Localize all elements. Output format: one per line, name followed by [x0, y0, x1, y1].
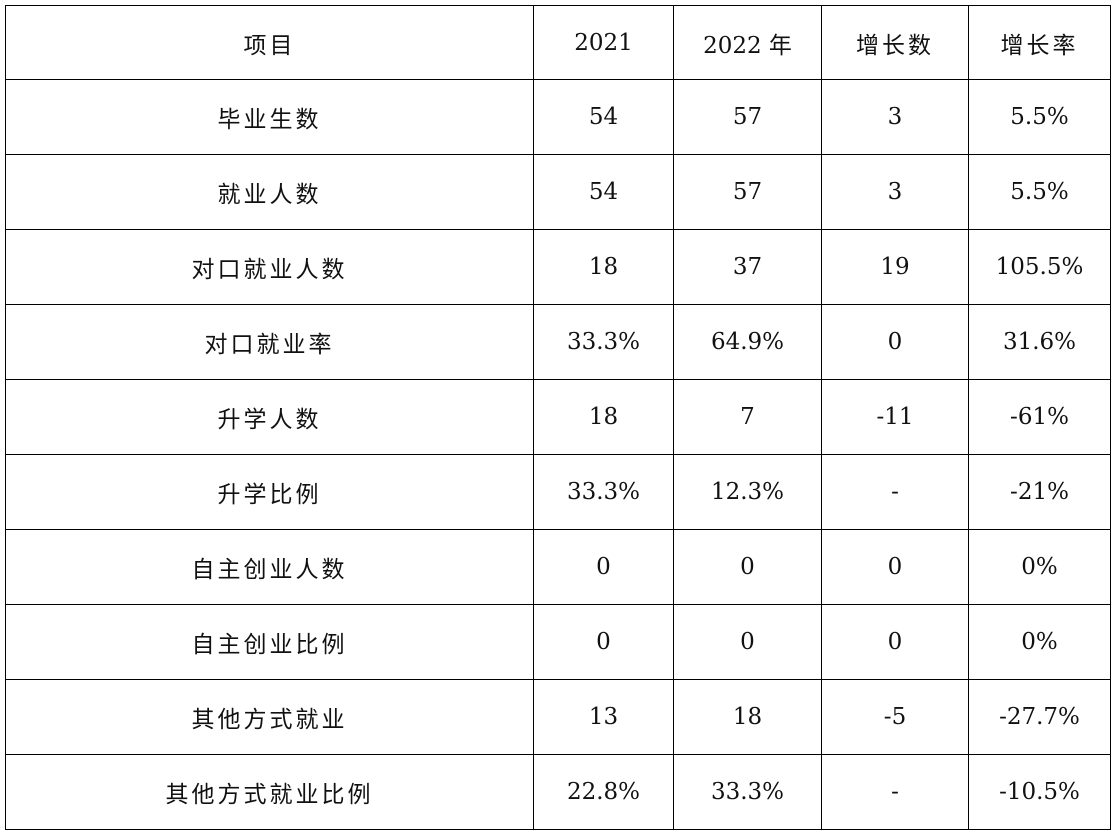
- cell-item: 对口就业率: [5, 304, 534, 380]
- cell-growth-count: 0: [821, 604, 969, 680]
- cell-growth-count: 19: [821, 229, 969, 305]
- cell-growth-count: 0: [821, 304, 969, 380]
- cell-item: 就业人数: [5, 154, 534, 230]
- cell-item: 自主创业人数: [5, 529, 534, 605]
- cell-growth-rate: -10.5%: [968, 754, 1111, 830]
- cell-value-2021: 0: [533, 604, 674, 680]
- cell-value-2022: 33.3%: [673, 754, 822, 830]
- cell-value-2021: 13: [533, 679, 674, 755]
- cell-growth-rate: -27.7%: [968, 679, 1111, 755]
- cell-value-2022: 0: [673, 604, 822, 680]
- cell-growth-count: -5: [821, 679, 969, 755]
- cell-growth-count: -: [821, 754, 969, 830]
- cell-growth-rate: -61%: [968, 379, 1111, 455]
- cell-growth-count: 0: [821, 529, 969, 605]
- table-row: 就业人数 54 57 3 5.5%: [5, 154, 1111, 230]
- cell-value-2021: 54: [533, 154, 674, 230]
- cell-growth-count: 3: [821, 79, 969, 155]
- cell-value-2022: 0: [673, 529, 822, 605]
- cell-growth-rate: 0%: [968, 529, 1111, 605]
- cell-item: 升学比例: [5, 454, 534, 530]
- cell-growth-rate: 5.5%: [968, 154, 1111, 230]
- cell-item: 其他方式就业比例: [5, 754, 534, 830]
- cell-value-2021: 54: [533, 79, 674, 155]
- table-header-row: 项目 2021 2022 年 增长数 增长率: [5, 5, 1111, 80]
- cell-growth-rate: 5.5%: [968, 79, 1111, 155]
- cell-growth-count: -11: [821, 379, 969, 455]
- cell-value-2021: 33.3%: [533, 304, 674, 380]
- cell-growth-rate: 0%: [968, 604, 1111, 680]
- cell-item: 自主创业比例: [5, 604, 534, 680]
- cell-value-2022: 57: [673, 79, 822, 155]
- cell-value-2021: 0: [533, 529, 674, 605]
- cell-growth-count: -: [821, 454, 969, 530]
- cell-value-2022: 57: [673, 154, 822, 230]
- cell-growth-rate: 105.5%: [968, 229, 1111, 305]
- cell-item: 对口就业人数: [5, 229, 534, 305]
- header-cell-growth-count: 增长数: [821, 5, 969, 80]
- cell-value-2022: 18: [673, 679, 822, 755]
- table-row: 对口就业人数 18 37 19 105.5%: [5, 229, 1111, 305]
- cell-growth-rate: 31.6%: [968, 304, 1111, 380]
- cell-value-2022: 7: [673, 379, 822, 455]
- cell-growth-rate: -21%: [968, 454, 1111, 530]
- cell-item: 其他方式就业: [5, 679, 534, 755]
- table-row: 对口就业率 33.3% 64.9% 0 31.6%: [5, 304, 1111, 380]
- cell-value-2021: 18: [533, 229, 674, 305]
- table-row: 自主创业人数 0 0 0 0%: [5, 529, 1111, 605]
- table-row: 其他方式就业比例 22.8% 33.3% - -10.5%: [5, 754, 1111, 830]
- table-row: 自主创业比例 0 0 0 0%: [5, 604, 1111, 680]
- cell-value-2022: 64.9%: [673, 304, 822, 380]
- header-cell-2021: 2021: [533, 5, 674, 80]
- cell-item: 升学人数: [5, 379, 534, 455]
- table-row: 其他方式就业 13 18 -5 -27.7%: [5, 679, 1111, 755]
- table-row: 升学人数 18 7 -11 -61%: [5, 379, 1111, 455]
- header-cell-growth-rate: 增长率: [968, 5, 1111, 80]
- header-cell-2022: 2022 年: [673, 5, 822, 80]
- cell-value-2022: 37: [673, 229, 822, 305]
- cell-value-2021: 22.8%: [533, 754, 674, 830]
- employment-table: 项目 2021 2022 年 增长数 增长率 毕业生数 54 57 3 5.5% 就业人数…: [5, 5, 1111, 830]
- cell-value-2021: 33.3%: [533, 454, 674, 530]
- cell-growth-count: 3: [821, 154, 969, 230]
- cell-item: 毕业生数: [5, 79, 534, 155]
- cell-value-2021: 18: [533, 379, 674, 455]
- header-cell-item: 项目: [5, 5, 534, 80]
- table-row: 毕业生数 54 57 3 5.5%: [5, 79, 1111, 155]
- cell-value-2022: 12.3%: [673, 454, 822, 530]
- table-row: 升学比例 33.3% 12.3% - -21%: [5, 454, 1111, 530]
